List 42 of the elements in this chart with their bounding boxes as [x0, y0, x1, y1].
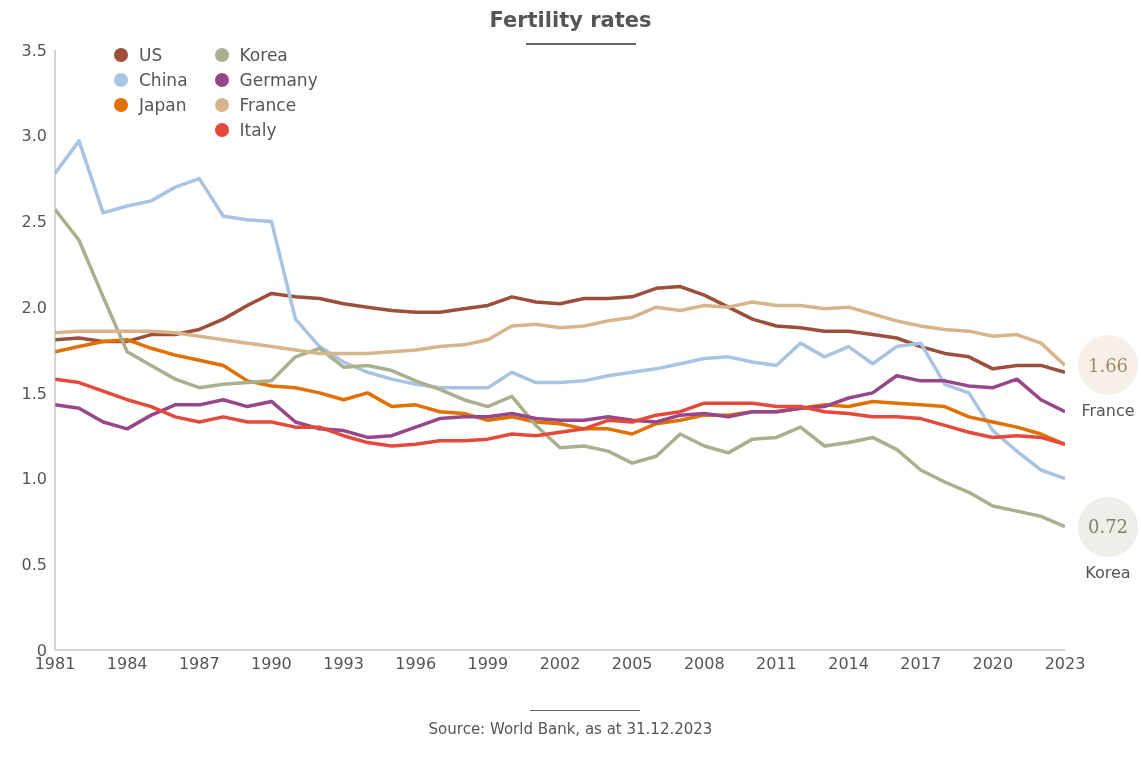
- y-tick-label: 1.0: [21, 469, 47, 489]
- x-tick-label: 2002: [539, 654, 581, 674]
- annotation: 1.66: [1087, 354, 1129, 376]
- line-series: [55, 207, 1065, 529]
- legend-label: Italy: [239, 119, 277, 140]
- x-tick-label: 2023: [1044, 654, 1086, 674]
- line-series: [55, 377, 1065, 448]
- y-tick-label: 1.5: [21, 383, 47, 403]
- x-tick-label: 1996: [395, 654, 437, 674]
- x-tick-label: 2005: [611, 654, 653, 674]
- legend-label: Germany: [239, 69, 318, 90]
- x-tick-label: 2008: [683, 654, 725, 674]
- y-tick-label: 3.5: [21, 40, 47, 60]
- x-tick-label: 1999: [467, 654, 509, 674]
- circle-badge: 1.66: [1078, 335, 1138, 396]
- x-tick-label: 1987: [178, 654, 220, 674]
- chart-title: Fertility rates: [488, 8, 653, 32]
- legend-label: China: [139, 69, 188, 90]
- x-tick-label: 2011: [756, 654, 797, 674]
- legend-label: Korea: [239, 44, 288, 65]
- legend-label: US: [139, 44, 163, 65]
- x-tick-label: 1984: [106, 654, 148, 674]
- circle-badge: 0.72: [1078, 496, 1138, 557]
- line-series: [55, 300, 1065, 368]
- x-tick-label: 1990: [251, 654, 292, 674]
- y-tick-label: 2.0: [21, 297, 47, 317]
- x-tick-label: 2020: [972, 654, 1014, 674]
- x-tick-label: 1993: [323, 654, 364, 674]
- y-tick-label: 3.0: [21, 126, 47, 146]
- text: Korea: [1084, 562, 1132, 582]
- line-series: [55, 139, 1065, 481]
- x-tick-label: 2014: [828, 654, 869, 674]
- source-note: Source: World Bank, as at 31.12.2023: [427, 720, 714, 738]
- line-series: [55, 373, 1065, 440]
- line-series: [55, 284, 1065, 375]
- text: France: [1080, 401, 1136, 421]
- y-tick-label: 2.5: [21, 212, 47, 232]
- annotation: 0.72: [1087, 516, 1129, 538]
- x-tick-label: 2017: [900, 654, 942, 674]
- legend-label: Japan: [139, 94, 187, 115]
- y-tick-label: 0.5: [21, 554, 47, 574]
- legend-label: France: [239, 94, 297, 115]
